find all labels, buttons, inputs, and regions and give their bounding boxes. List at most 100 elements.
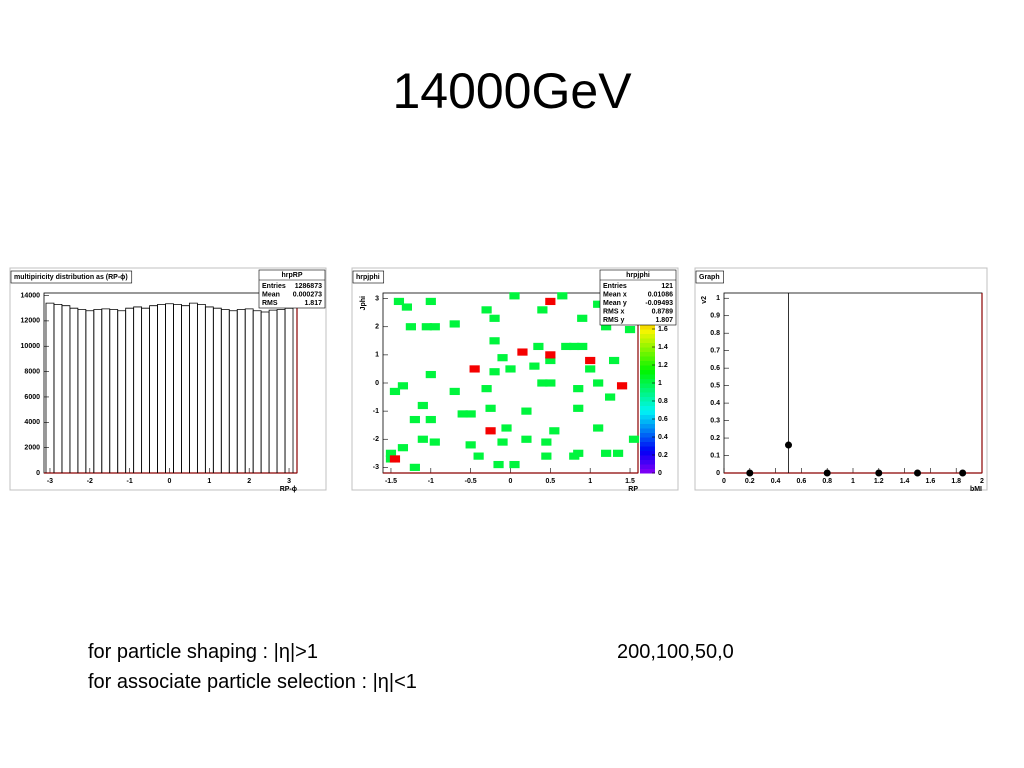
heatmap-cell — [585, 356, 596, 365]
y-tick-label: 0.3 — [710, 417, 720, 424]
heatmap-cell — [449, 387, 460, 396]
y-tick-label: 6000 — [24, 394, 40, 401]
stats-box — [258, 269, 326, 309]
heatmap-cell — [481, 306, 492, 314]
color-scale-step — [640, 459, 655, 465]
y-tick-label: 14000 — [21, 292, 41, 299]
x-tick-label: 0.8 — [822, 478, 832, 485]
y-tick-label: 12000 — [21, 318, 41, 325]
heatmap-cell — [573, 449, 584, 457]
z-tick-label: 1 — [658, 380, 662, 387]
heatmap-cell — [389, 455, 401, 463]
x-tick-label: -2 — [87, 478, 93, 485]
x-axis-label: bMI — [970, 486, 982, 493]
heatmap-cell — [481, 385, 492, 393]
stats-value: 0.01086 — [648, 292, 673, 299]
color-scale-step — [640, 464, 655, 469]
color-scale-step — [640, 338, 655, 343]
stats-label: RMS x — [603, 309, 625, 316]
heatmap-cell — [393, 297, 405, 306]
stats-value: -0.09493 — [645, 300, 673, 307]
y-tick-label: 0.8 — [710, 330, 720, 337]
heatmap-cell — [549, 427, 560, 435]
heatmap-cell — [545, 297, 556, 306]
color-scale-step — [640, 329, 655, 334]
heatmap-cell — [601, 449, 612, 457]
heatmap-cell — [585, 365, 596, 373]
chart-title: Graph — [699, 274, 720, 281]
x-tick-label: 1.5 — [625, 478, 635, 485]
stats-value: 1286873 — [295, 283, 322, 290]
x-tick-label: 0 — [722, 478, 726, 485]
x-tick-label: 0.4 — [771, 478, 781, 485]
color-scale-step — [640, 369, 655, 375]
z-tick-label: 1.4 — [658, 344, 668, 351]
heatmap-cell — [593, 424, 604, 432]
color-scale-step — [640, 396, 655, 402]
color-scale-step — [640, 446, 655, 451]
x-tick-label: 1.8 — [951, 478, 961, 485]
color-scale-step — [640, 351, 655, 357]
x-tick-label: 1 — [207, 478, 211, 485]
color-scale-step — [640, 392, 655, 397]
heatmap-cell — [497, 354, 508, 362]
color-scale-step — [640, 383, 655, 388]
heatmap-cell — [425, 370, 436, 379]
x-tick-label: 1.2 — [874, 478, 884, 485]
heatmap-cell — [473, 452, 484, 460]
z-tick-label: 0.4 — [658, 434, 668, 441]
heatmap-cell — [612, 449, 624, 457]
heatmap-cell — [397, 382, 409, 390]
color-scale-step — [640, 455, 655, 460]
x-tick-label: -1 — [127, 478, 133, 485]
heatmap-cell — [501, 424, 512, 432]
heatmap-cell — [449, 320, 460, 328]
x-tick-label: 0 — [509, 478, 513, 485]
heatmap-cell — [541, 438, 552, 446]
color-scale-step — [640, 437, 655, 442]
data-point — [746, 469, 754, 477]
heatmap-cell — [485, 427, 496, 435]
heatmap-cell — [429, 438, 440, 446]
heatmap-cell — [537, 306, 548, 314]
z-tick-label: 0.6 — [658, 416, 668, 423]
color-scale-step — [640, 468, 655, 474]
heatmap-cell — [485, 404, 496, 412]
color-scale-step — [640, 378, 655, 384]
y-tick-label: 0.9 — [710, 313, 720, 320]
heatmap-cell — [557, 292, 568, 300]
heatmap-cell — [465, 410, 476, 418]
y-tick-label: -2 — [373, 436, 379, 443]
heatmap-cell — [537, 379, 548, 387]
z-tick-label: 0.8 — [658, 398, 668, 405]
heatmap-cell — [397, 444, 409, 452]
color-scale-step — [640, 342, 655, 348]
chart-title-box — [695, 270, 724, 284]
heatmap-cell — [545, 351, 556, 359]
x-tick-label: 0.6 — [797, 478, 807, 485]
chart-title-box — [10, 270, 133, 284]
color-scale-step — [640, 365, 655, 370]
slide-title: 14000GeV — [392, 63, 632, 119]
stats-label: Mean x — [603, 292, 627, 299]
stats-value: 0.000273 — [293, 292, 322, 299]
heatmap-cell — [497, 438, 508, 446]
data-point — [823, 469, 831, 477]
heatmap-cell — [493, 460, 504, 469]
heatmap-cell — [509, 460, 520, 469]
note: for associate particle selection : |η|<1 — [88, 671, 417, 693]
heatmap-cell — [489, 337, 500, 345]
y-tick-label: 0 — [36, 470, 40, 477]
x-tick-label: 0.2 — [745, 478, 755, 485]
chart-title: hrpjphi — [356, 274, 380, 281]
x-tick-label: 2 — [247, 478, 251, 485]
chart-title: multipiricity distribution as (RP-ϕ) — [14, 274, 128, 281]
y-tick-label: 2000 — [24, 444, 40, 451]
stats-label: Mean y — [603, 300, 627, 307]
x-tick-label: 1 — [588, 478, 592, 485]
heatmap-cell — [541, 452, 552, 460]
heatmap-cell — [417, 401, 428, 410]
heatmap-cell — [405, 323, 416, 331]
y-tick-label: 0.6 — [710, 365, 720, 372]
